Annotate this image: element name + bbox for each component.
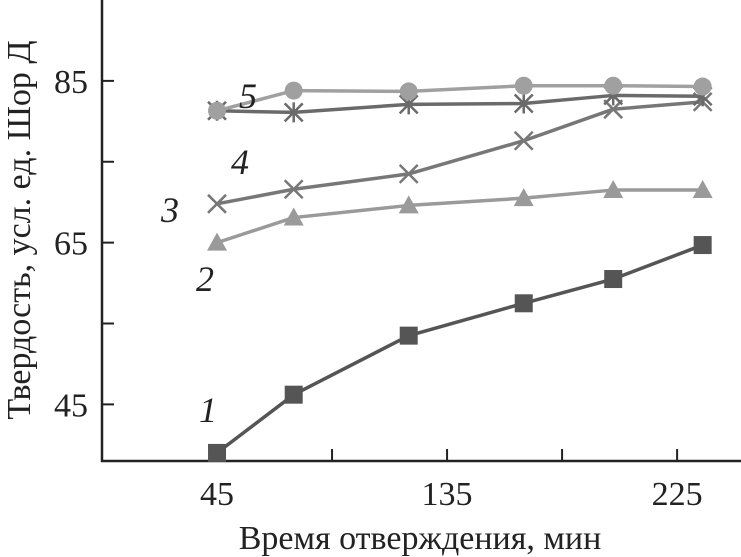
- data-point: [603, 180, 624, 199]
- series-line: [216, 83, 703, 113]
- data-point: [398, 164, 419, 184]
- x-tick-label: 135: [422, 476, 473, 513]
- data-point: [604, 270, 623, 289]
- series-group: [207, 76, 713, 462]
- data-point: [514, 76, 533, 95]
- data-point: [283, 207, 304, 226]
- data-point: [513, 93, 534, 114]
- series-4: [207, 85, 713, 123]
- data-point: [513, 188, 534, 207]
- data-point: [399, 82, 418, 101]
- series-2: [207, 180, 713, 251]
- series-line: [215, 243, 704, 455]
- data-point: [604, 76, 623, 95]
- axes: [100, 0, 741, 463]
- data-point: [399, 326, 418, 345]
- series-label-5: 5: [239, 76, 257, 116]
- y-tick-label: 85: [54, 64, 88, 101]
- x-axis-title: Время отверждения, мин: [239, 520, 602, 557]
- data-point: [283, 179, 304, 200]
- data-point: [514, 294, 533, 313]
- x-tick-label: 225: [652, 476, 703, 513]
- series-label-4: 4: [231, 142, 249, 182]
- data-point: [693, 77, 712, 96]
- series-line: [216, 100, 703, 206]
- series-line: [216, 188, 703, 245]
- series-5: [208, 76, 712, 120]
- data-point: [284, 81, 303, 100]
- x-tick-label: 45: [200, 476, 234, 513]
- data-point: [208, 443, 227, 462]
- data-point: [207, 193, 227, 214]
- series-label-3: 3: [160, 190, 179, 230]
- data-point: [693, 236, 712, 255]
- y-tick-label: 45: [54, 387, 88, 424]
- data-point: [398, 195, 419, 214]
- series-label-1: 1: [199, 390, 217, 430]
- series-line: [216, 93, 703, 115]
- data-point: [513, 130, 534, 151]
- series-1: [208, 236, 712, 462]
- data-point: [692, 180, 713, 199]
- series-label-2: 2: [196, 259, 214, 299]
- data-point: [208, 101, 227, 120]
- data-point: [283, 102, 304, 123]
- y-tick-label: 65: [54, 226, 88, 263]
- y-axis-title: Твердость, усл. ед. Шор Д: [1, 40, 38, 419]
- data-point: [284, 385, 303, 404]
- data-point: [207, 232, 228, 251]
- ticks: [102, 79, 679, 461]
